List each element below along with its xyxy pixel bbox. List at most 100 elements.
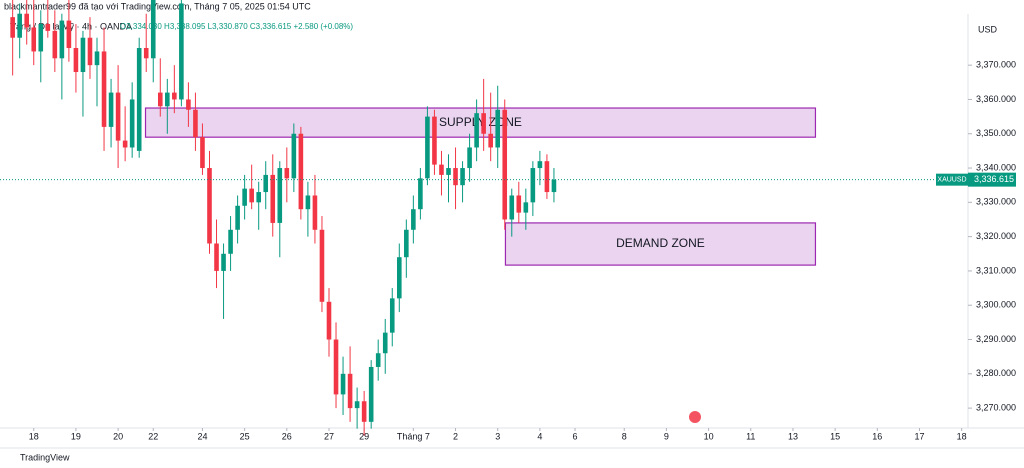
x-tick-label: 6	[573, 431, 578, 441]
candle-body	[277, 168, 283, 223]
x-tick-label: 8	[622, 431, 627, 441]
candle-body	[551, 179, 557, 193]
y-tick-label: 3,340.000	[976, 162, 1016, 172]
candle-body	[186, 99, 191, 110]
candle-body	[249, 188, 254, 203]
x-tick-label: 15	[830, 431, 840, 441]
candle-body	[136, 48, 142, 151]
x-tick-label: 20	[113, 431, 123, 441]
candle-body	[31, 27, 37, 52]
header: blackmantrader99 đã tạo với TradingView.…	[4, 1, 311, 11]
candle-body	[305, 195, 311, 210]
candle-body	[453, 168, 458, 186]
y-tick-label: 3,300.000	[976, 300, 1016, 310]
candle-body	[179, 3, 184, 100]
candle-body	[411, 209, 416, 230]
candle-body	[157, 92, 163, 107]
price-tag	[968, 172, 1016, 187]
candle-body	[460, 168, 465, 186]
x-tick-label: 18	[957, 431, 967, 441]
candle-body	[467, 147, 472, 169]
candle-body	[80, 37, 86, 73]
x-tick-label: 22	[148, 431, 158, 441]
candle-body	[270, 174, 276, 223]
candle-body	[530, 168, 536, 203]
candle-body	[509, 195, 515, 220]
x-tick-label: 29	[359, 431, 369, 441]
y-tick-label: 3,320.000	[976, 231, 1016, 241]
zone	[144, 107, 817, 138]
event-icon[interactable]	[689, 411, 701, 423]
candle-body	[326, 301, 332, 340]
candle-body	[129, 99, 135, 148]
candle-body	[235, 205, 240, 230]
candle-body	[298, 133, 304, 210]
candle-body	[361, 401, 367, 422]
y-tick-label: 3,310.000	[976, 265, 1016, 275]
candle-body	[516, 195, 522, 213]
x-tick-label: 27	[324, 431, 334, 441]
candle-body	[396, 257, 402, 299]
candle-body	[347, 373, 353, 409]
candle-body	[66, 20, 72, 49]
candle-body	[537, 161, 543, 169]
ohlc-info: O3,334.030 H3,338.095 L3,330.870 C3,336.…	[120, 22, 353, 31]
candle-body	[38, 24, 44, 52]
x-tick-label: 25	[240, 431, 250, 441]
candle-body	[446, 168, 451, 175]
candle-body	[502, 109, 508, 220]
candle-body	[108, 92, 114, 127]
candle-body	[150, 0, 156, 59]
candle-body	[200, 137, 205, 169]
zone-label: SUPPLY ZONE	[439, 115, 522, 129]
candle-body	[488, 133, 493, 148]
candle-body	[59, 20, 65, 59]
x-tick-label: 18	[29, 431, 39, 441]
candle-body	[10, 17, 15, 38]
candle-body	[87, 37, 93, 66]
x-tick-label: 26	[282, 431, 292, 441]
candle-body	[207, 168, 212, 244]
x-tick-label: 16	[872, 431, 882, 441]
candle-body	[17, 13, 22, 38]
candle-body	[284, 168, 290, 179]
candle-body	[319, 229, 325, 302]
price-axis	[968, 14, 1024, 428]
x-tick-label: 10	[704, 431, 714, 441]
candle-body	[242, 188, 247, 206]
y-tick-label: 3,360.000	[976, 94, 1016, 104]
candle-body	[24, 13, 30, 28]
candle-body	[481, 113, 486, 134]
candle-body	[73, 48, 79, 73]
y-tick-label: 3,290.000	[976, 334, 1016, 344]
candle-body	[389, 298, 395, 333]
candle-body	[263, 174, 269, 193]
x-tick-label: 19	[71, 431, 81, 441]
candle-body	[368, 366, 374, 422]
candle-body	[432, 116, 437, 165]
candle-body	[495, 109, 501, 148]
x-tick-label: 2	[453, 431, 458, 441]
candle-body	[165, 92, 170, 107]
currency: USD	[978, 24, 998, 34]
candle-body	[101, 51, 107, 127]
y-tick-label: 3,370.000	[976, 60, 1016, 70]
candle-body	[172, 92, 177, 100]
symbol-label: XAUUSD	[937, 176, 966, 183]
candle-body	[340, 373, 346, 395]
last-price-label: 3,336.615	[974, 174, 1014, 184]
candle-body	[375, 353, 381, 367]
candle-body	[439, 164, 444, 175]
y-tick-label: 3,330.000	[976, 197, 1016, 207]
candle-body	[354, 401, 360, 409]
zone	[504, 222, 817, 266]
candle-body	[544, 161, 550, 193]
candle-body	[256, 192, 261, 203]
candle-body	[425, 116, 430, 179]
x-tick-label: 9	[664, 431, 669, 441]
x-tick-label: 11	[746, 431, 755, 441]
candle-body	[312, 195, 318, 230]
candle-body	[474, 113, 479, 148]
candle-body	[94, 51, 100, 66]
